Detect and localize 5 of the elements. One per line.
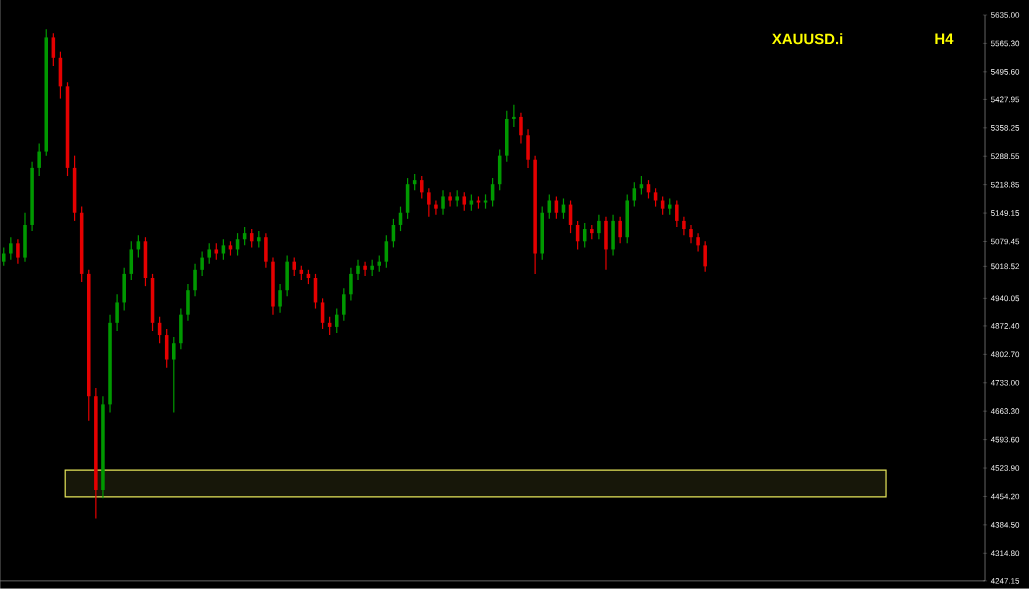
candlestick <box>427 187 431 218</box>
text: H4 <box>935 33 954 44</box>
text: XAUUSD.i <box>772 33 843 45</box>
candlestick <box>207 242 211 265</box>
candlestick <box>9 236 13 261</box>
